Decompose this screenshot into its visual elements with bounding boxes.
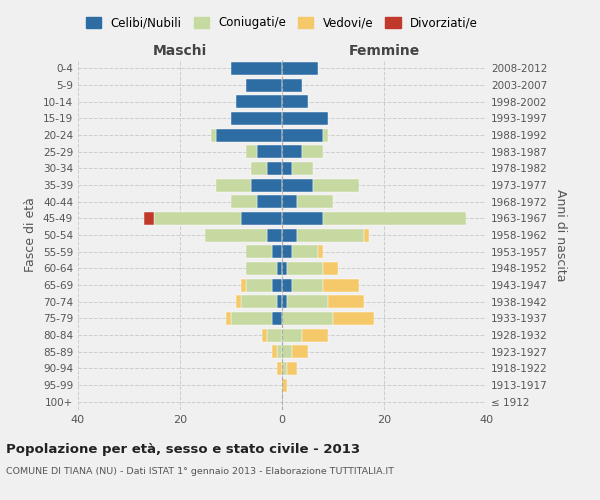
Bar [236,95,282,108]
Bar [323,278,359,291]
Bar [241,278,247,291]
Text: Popolazione per età, sesso e stato civile - 2013: Popolazione per età, sesso e stato civil… [6,442,360,456]
Text: Femmine: Femmine [349,44,419,58]
Bar [272,312,282,325]
Bar [267,328,282,342]
Bar [241,295,277,308]
Bar [318,245,323,258]
Bar [282,312,333,325]
Bar [247,145,257,158]
Bar [226,312,231,325]
Bar [282,345,292,358]
Bar [241,212,282,225]
Bar [282,378,287,392]
Y-axis label: Fasce di età: Fasce di età [25,198,37,272]
Bar [216,178,251,192]
Bar [257,145,282,158]
Bar [216,128,282,141]
Bar [282,228,298,241]
Bar [282,162,292,175]
Bar [282,212,323,225]
Y-axis label: Anni di nascita: Anni di nascita [554,188,567,281]
Text: COMUNE DI TIANA (NU) - Dati ISTAT 1° gennaio 2013 - Elaborazione TUTTITALIA.IT: COMUNE DI TIANA (NU) - Dati ISTAT 1° gen… [6,468,394,476]
Bar [277,362,282,375]
Bar [292,245,318,258]
Bar [323,128,328,141]
Bar [231,112,282,125]
Bar [277,345,282,358]
Bar [282,145,302,158]
Bar [282,262,287,275]
Bar [155,212,241,225]
Bar [272,245,282,258]
Bar [272,278,282,291]
Bar [262,328,267,342]
Bar [313,178,359,192]
Bar [267,162,282,175]
Bar [282,195,298,208]
Bar [231,62,282,75]
Bar [282,95,308,108]
Bar [211,128,216,141]
Bar [251,162,267,175]
Bar [282,128,323,141]
Bar [282,362,287,375]
Bar [251,178,282,192]
Bar [333,312,374,325]
Bar [145,212,155,225]
Bar [298,228,364,241]
Bar [287,295,328,308]
Legend: Celibi/Nubili, Coniugati/e, Vedovi/e, Divorziati/e: Celibi/Nubili, Coniugati/e, Vedovi/e, Di… [81,12,483,34]
Bar [282,245,292,258]
Bar [302,328,328,342]
Bar [282,295,287,308]
Bar [323,212,466,225]
Bar [257,195,282,208]
Bar [292,345,308,358]
Text: Maschi: Maschi [153,44,207,58]
Bar [267,228,282,241]
Bar [287,362,298,375]
Bar [247,262,277,275]
Bar [364,228,369,241]
Bar [206,228,267,241]
Bar [277,295,282,308]
Bar [302,145,323,158]
Bar [282,278,292,291]
Bar [282,112,328,125]
Bar [282,178,313,192]
Bar [247,278,272,291]
Bar [231,312,272,325]
Bar [328,295,364,308]
Bar [292,278,323,291]
Bar [272,345,277,358]
Bar [277,262,282,275]
Bar [247,78,282,92]
Bar [292,162,313,175]
Bar [282,328,302,342]
Bar [287,262,323,275]
Bar [247,245,272,258]
Bar [282,62,318,75]
Bar [231,195,257,208]
Bar [236,295,241,308]
Bar [282,78,302,92]
Bar [323,262,338,275]
Bar [298,195,333,208]
